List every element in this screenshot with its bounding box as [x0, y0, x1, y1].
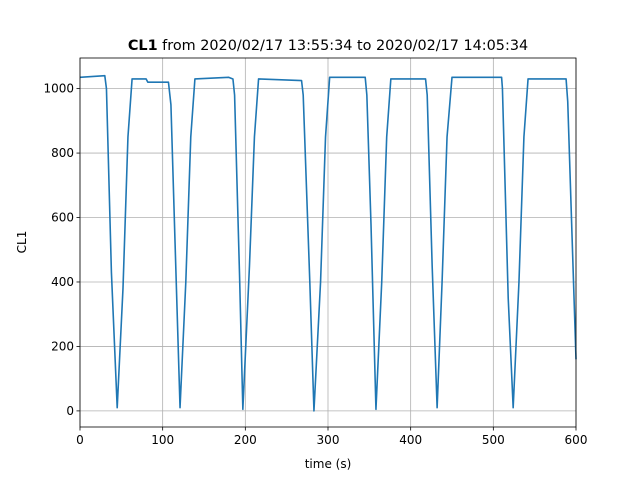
x-tick-label: 400 — [399, 433, 422, 447]
x-tick-label: 100 — [151, 433, 174, 447]
x-tick-label: 600 — [565, 433, 588, 447]
y-tick-label: 600 — [51, 211, 74, 225]
x-axis-label: time (s) — [305, 457, 352, 471]
y-tick-label: 400 — [51, 275, 74, 289]
data-line — [79, 74, 577, 412]
plot-frame — [79, 57, 577, 428]
title-bold: CL1 — [128, 38, 158, 54]
y-tick-label: 1000 — [43, 82, 74, 96]
y-axis-label: CL1 — [15, 231, 29, 254]
y-tick-label: 200 — [51, 339, 74, 353]
x-tick-label: 300 — [317, 433, 340, 447]
y-tick-label: 800 — [51, 146, 74, 160]
x-tick-label: 500 — [482, 433, 505, 447]
x-tick-label: 200 — [234, 433, 257, 447]
chart-title: CL1 from 2020/02/17 13:55:34 to 2020/02/… — [128, 38, 528, 54]
x-tick-label: 0 — [76, 433, 84, 447]
y-tick-label: 0 — [66, 404, 74, 418]
title-rest: from 2020/02/17 13:55:34 to 2020/02/17 1… — [162, 38, 528, 54]
